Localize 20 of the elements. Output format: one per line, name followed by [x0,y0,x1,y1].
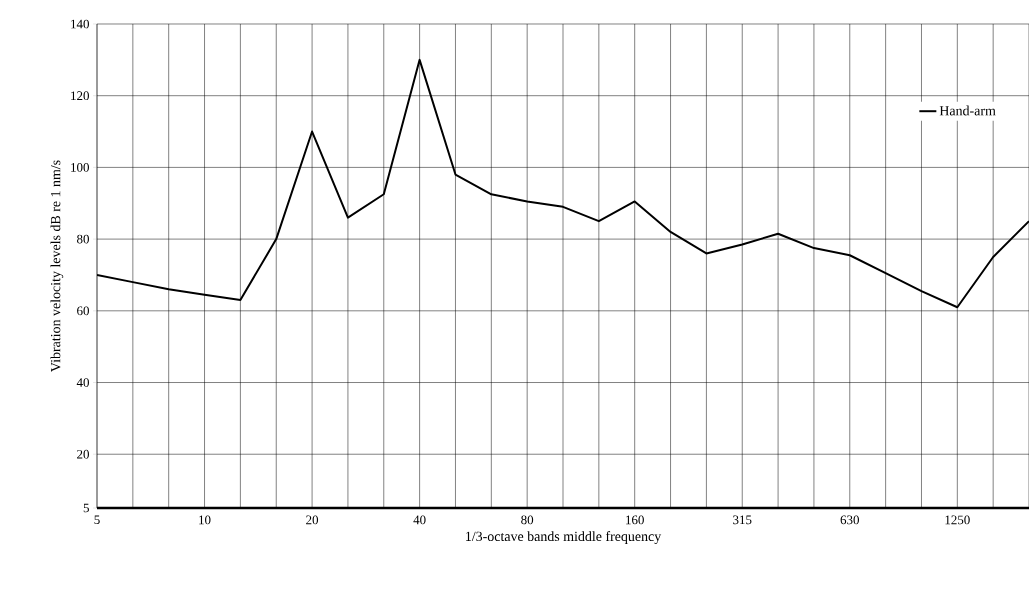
x-tick-label: 1250 [945,515,970,525]
y-tick-label: 40 [76,378,89,387]
legend-label: Hand-arm [939,105,996,116]
y-tick-label: 100 [71,163,89,172]
y-tick-label: 60 [77,306,89,316]
x-tick-label: 10 [199,515,211,525]
y-tick-label: 120 [71,91,89,101]
x-tick-label: 315 [733,515,752,525]
x-tick-label: 20 [306,515,319,525]
y-tick-label: 80 [77,234,89,244]
x-tick-label: 80 [521,515,534,525]
x-tick-label: 160 [626,515,644,525]
y-axis-title: Vibration velocity levels dB re 1 nm/s [50,160,64,372]
x-axis-title: 1/3-octave bands middle frequency [466,531,662,544]
x-tick-label: 5 [94,515,100,525]
y-tick-label: 5 [83,503,89,513]
y-tick-label: 140 [71,19,89,29]
x-tick-label: 630 [840,515,859,525]
x-tick-label: 40 [413,515,426,525]
y-tick-label: 20 [77,449,89,459]
